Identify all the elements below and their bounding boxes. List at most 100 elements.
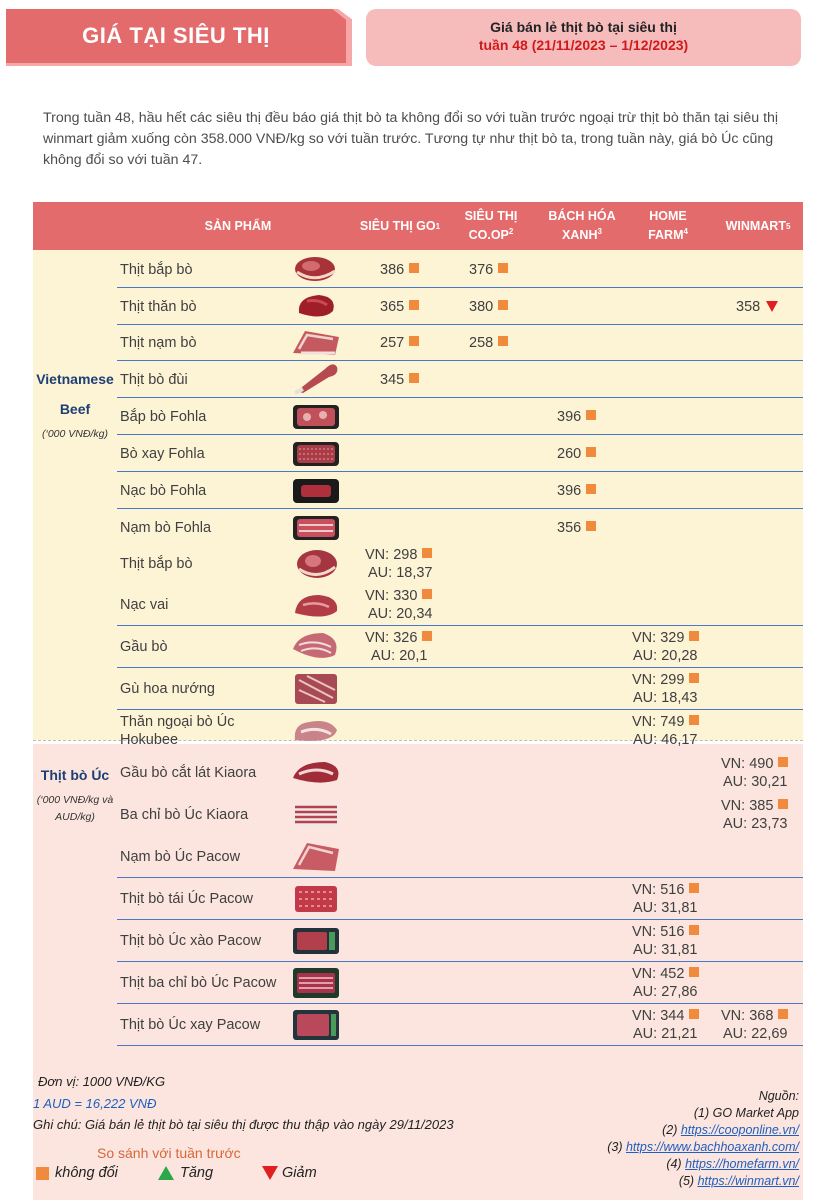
product-name: Gầu bò xyxy=(120,639,168,655)
table-row: Thịt nạm bò 257 258 xyxy=(33,325,803,361)
price-homefarm-vn: VN: 516 xyxy=(632,923,700,941)
product-name: Thịt ba chỉ bò Úc Pacow xyxy=(120,975,277,991)
beef-brisket-image xyxy=(289,327,343,357)
group-label-vn: Vietnamese Beef (‘000 VNĐ/kg) xyxy=(33,364,117,444)
product-name: Nạc bò Fohla xyxy=(120,482,207,499)
au-striploin-image xyxy=(289,714,343,750)
table-row: Thịt bò Úc xay Pacow VN: 344 AU: 21,21 V… xyxy=(33,1004,803,1046)
product-name: Thịt nạm bò xyxy=(120,335,197,351)
table-row: Thịt ba chỉ bò Úc Pacow VN: 452 AU: 27,8… xyxy=(33,962,803,1004)
collection-note: Ghi chú: Giá bán lẻ thịt bò tại siêu thị… xyxy=(33,1117,454,1132)
fohla-ground-pack-image xyxy=(289,439,343,469)
price-homefarm-au: AU: 18,43 xyxy=(633,690,698,706)
beef-tenderloin-image xyxy=(289,291,343,321)
price-winmart: 358 xyxy=(736,298,779,316)
table-row: Thịt bò đùi 345 xyxy=(33,361,803,398)
source-4-link[interactable]: https://homefarm.vn/ xyxy=(685,1157,799,1171)
table-row: Thịt bắp bò 386 376 xyxy=(33,252,803,288)
table-row: Thăn ngoại bò Úc Hokubee VN: 749 AU: 46,1… xyxy=(33,710,803,752)
table-row: Thịt thăn bò 365 380 358 xyxy=(33,288,803,325)
pacow-rare-image xyxy=(289,882,343,916)
fohla-lean-pack-image xyxy=(289,476,343,506)
table-row: Gầu bò cắt lát Kiaora VN: 490 AU: 30,21 xyxy=(33,752,803,794)
group-name-vn-2: Beef xyxy=(59,401,91,417)
pacow-ground-image xyxy=(289,1007,343,1043)
table-row: Thịt bò tái Úc Pacow VN: 516 AU: 31,81 xyxy=(33,878,803,920)
header-product: SẢN PHẨM xyxy=(204,218,272,233)
product-name: Ba chỉ bò Úc Kiaora xyxy=(120,807,249,823)
unchanged-icon xyxy=(498,336,509,346)
unchanged-icon xyxy=(689,631,700,641)
group-label-au: Thịt bò Úc (‘000 VNĐ/kg và AUD/kg) xyxy=(33,760,117,824)
table-header: SẢN PHẨM SIÊU THỊ GO 1 SIÊU THỊ CO.OP2 BÁC… xyxy=(33,202,803,250)
price-bhx: 356 xyxy=(557,519,597,537)
price-homefarm-au: AU: 27,86 xyxy=(633,984,698,1000)
unchanged-icon xyxy=(409,263,420,273)
unchanged-icon xyxy=(36,1166,49,1180)
group-unit-au-1: (‘000 VNĐ/kg và xyxy=(36,794,114,806)
product-name: Gầu bò cắt lát Kiaora xyxy=(120,765,257,781)
unchanged-icon xyxy=(409,373,420,383)
group-separator xyxy=(33,740,803,744)
price-bhx: 260 xyxy=(557,445,597,463)
price-winmart-au: AU: 30,21 xyxy=(723,774,788,790)
price-homefarm-vn: VN: 329 xyxy=(632,629,700,647)
source-5-link[interactable]: https://winmart.vn/ xyxy=(697,1174,799,1188)
source-5: (5) https://winmart.vn/ xyxy=(678,1174,799,1188)
decrease-icon xyxy=(262,1166,278,1180)
legend-increase: Tăng xyxy=(158,1165,213,1181)
product-name: Thịt thăn bò xyxy=(120,298,197,315)
price-homefarm-vn: VN: 344 xyxy=(632,1007,700,1025)
price-bhx: 396 xyxy=(557,408,597,426)
kiaora-belly-image xyxy=(289,799,343,831)
header-homefarm: HOME FARM4 xyxy=(648,208,688,243)
header-coop: SIÊU THỊ CO.OP2 xyxy=(464,208,518,243)
product-name: Bắp bò Fohla xyxy=(120,408,207,425)
source-3-link[interactable]: https://www.bachhoaxanh.com/ xyxy=(625,1140,799,1154)
decrease-icon xyxy=(766,301,779,312)
price-go: 386 xyxy=(380,261,420,279)
price-homefarm-au: AU: 21,21 xyxy=(633,1026,698,1042)
au-shank-image xyxy=(289,547,343,581)
table-row: Thịt bò Úc xào Pacow VN: 516 AU: 31,81 xyxy=(33,920,803,962)
product-name: Thịt bắp bò xyxy=(120,556,193,572)
product-name: Nạc vai xyxy=(120,597,169,613)
price-coop: 376 xyxy=(469,261,509,279)
legend-decrease: Giảm xyxy=(262,1165,317,1181)
price-go-vn: VN: 298 xyxy=(365,546,433,564)
unchanged-icon xyxy=(422,631,433,641)
unchanged-icon xyxy=(586,521,597,531)
unchanged-icon xyxy=(689,1009,700,1019)
unchanged-icon xyxy=(586,447,597,457)
source-4: (4) https://homefarm.vn/ xyxy=(666,1157,799,1171)
price-go: 345 xyxy=(380,371,420,389)
table-row: Gầu bò VN: 326 AU: 20,1 VN: 329 AU: 20,2… xyxy=(33,626,803,668)
unchanged-icon xyxy=(689,883,700,893)
exchange-rate: 1 AUD = 16,222 VNĐ xyxy=(33,1096,157,1111)
source-1: (1) GO Market App xyxy=(693,1106,799,1120)
au-brisket-image xyxy=(289,629,343,665)
product-name: Thịt bò tái Úc Pacow xyxy=(120,891,253,907)
unchanged-icon xyxy=(689,925,700,935)
price-go: 257 xyxy=(380,334,420,352)
unchanged-icon xyxy=(778,799,789,809)
price-go-vn: VN: 326 xyxy=(365,629,433,647)
price-coop: 380 xyxy=(469,298,509,316)
vn-beef-band xyxy=(33,250,803,740)
price-homefarm-au: AU: 31,81 xyxy=(633,942,698,958)
header-go: SIÊU THỊ GO 1 xyxy=(359,218,441,233)
source-2-link[interactable]: https://cooponline.vn/ xyxy=(680,1123,799,1137)
group-name-vn-1: Vietnamese xyxy=(36,371,114,387)
price-homefarm-vn: VN: 299 xyxy=(632,671,700,689)
product-name: Bò xay Fohla xyxy=(120,445,205,462)
unchanged-icon xyxy=(422,548,433,558)
price-go-au: AU: 20,34 xyxy=(368,606,433,622)
unchanged-icon xyxy=(498,300,509,310)
legend-title: So sánh với tuần trước xyxy=(97,1145,241,1161)
price-go-au: AU: 18,37 xyxy=(368,565,433,581)
au-grill-image xyxy=(289,670,343,708)
price-winmart-au: AU: 23,73 xyxy=(723,816,788,832)
unchanged-icon xyxy=(409,300,420,310)
group-unit-vn: (‘000 VNĐ/kg) xyxy=(42,428,108,440)
unit-note: Đơn vị: 1000 VNĐ/KG xyxy=(38,1074,166,1089)
